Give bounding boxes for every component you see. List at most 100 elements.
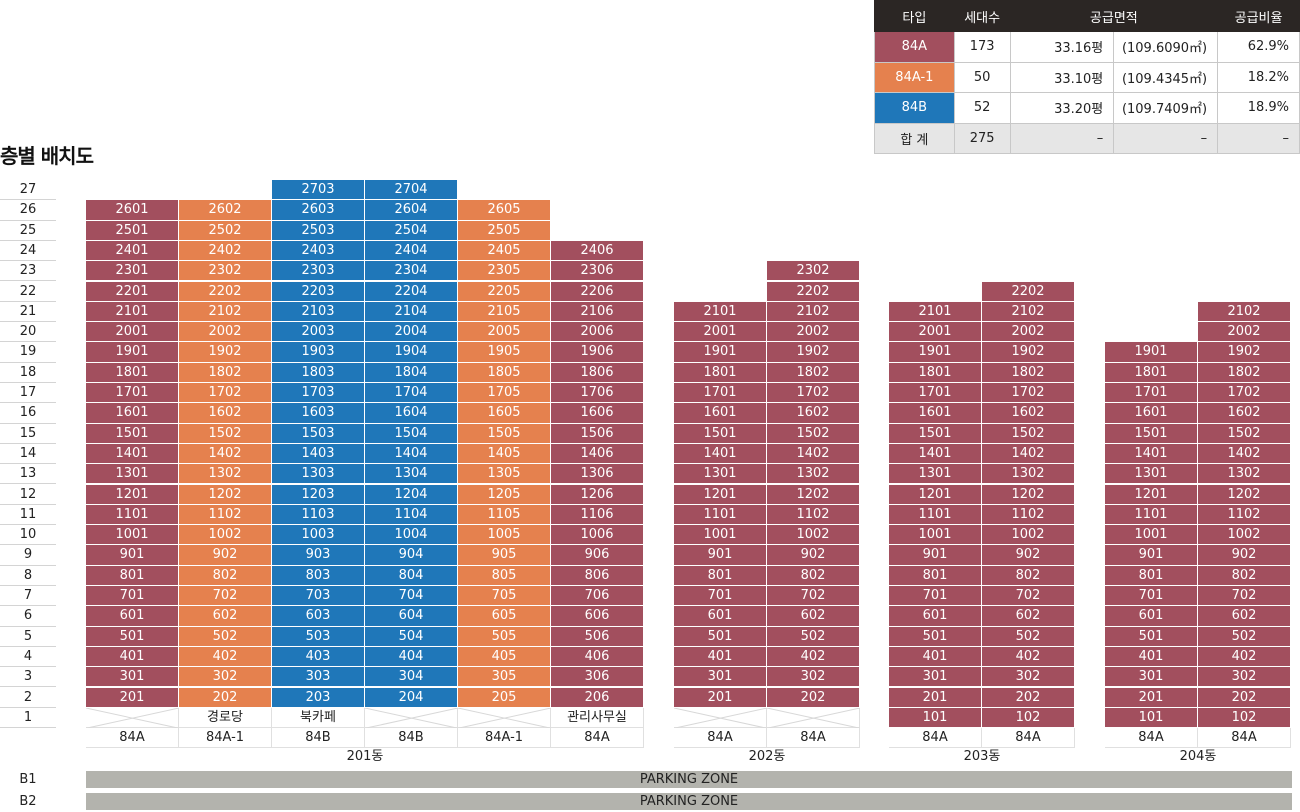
sqm-cell: (109.7409㎡) [1113,92,1219,124]
unit-cell: 604 [365,606,458,627]
unit-cell: 1102 [179,504,272,526]
unit-cell: 701 [674,586,767,607]
unit-cell: 801 [86,565,179,586]
unit-cell: 305 [458,667,551,688]
unit-cell: 301 [889,667,982,688]
unit-cell: 1502 [767,423,860,444]
unit-cell: 502 [982,626,1075,647]
unit-cell: 2006 [551,322,644,343]
floor-label: 3 [0,667,56,688]
unit-cell: 402 [1198,646,1291,668]
unit-cell: 402 [767,646,860,668]
unit-cell: 601 [1105,606,1198,627]
unit-cell: 601 [86,606,179,627]
unit-cell: 1601 [1105,403,1198,424]
unit-cell: 2404 [365,240,458,262]
unit-cell: 1702 [1198,383,1291,404]
unit-cell: 202 [179,687,272,708]
unit-cell: 801 [674,565,767,586]
piloti-cell [674,707,767,729]
page-title: 층별 배치도 [0,144,94,168]
unit-cell: 2102 [179,301,272,323]
unit-cell: 1402 [767,443,860,465]
total-row: 합 계 275 – – – [874,122,1300,154]
unit-cell: 1501 [86,423,179,444]
unit-cell: 1003 [272,525,365,546]
floor-label: 7 [0,586,56,607]
piloti-cross-icon [365,707,458,729]
floor-label: 14 [0,444,56,465]
unit-cell: 1906 [551,342,644,363]
unit-cell: 2202 [767,281,860,302]
unit-cell: 2106 [551,301,644,323]
floor-label: 10 [0,525,56,546]
unit-cell: 1001 [674,525,767,546]
unit-cell: 2004 [365,322,458,343]
unit-cell: 1902 [982,342,1075,363]
unit-cell: 1802 [1198,362,1291,383]
total-pyeong: – [1009,122,1115,154]
unit-cell: 1701 [1105,383,1198,404]
floor-label: 9 [0,545,56,566]
unit-cell: 1304 [365,464,458,485]
type-summary-table: 타입 세대수 공급면적 공급비율 84A 173 33.16평 (109.609… [874,0,1300,154]
unit-cell: 2703 [272,180,365,201]
unit-cell: 1001 [1105,525,1198,546]
unit-cell: 1202 [982,484,1075,505]
piloti-cross-icon [458,707,551,729]
unit-cell: 2003 [272,322,365,343]
unit-cell: 2302 [179,261,272,282]
unit-cell: 1701 [86,383,179,404]
unit-cell: 102 [1198,707,1291,729]
unit-cell: 2402 [179,240,272,262]
unit-cell: 1902 [767,342,860,363]
floor-label: 18 [0,363,56,383]
header-ratio: 공급비율 [1217,0,1300,32]
unit-cell: 905 [458,545,551,566]
unit-cell: 1702 [982,383,1075,404]
sqm-cell: (109.6090㎡) [1113,31,1219,63]
unit-cell: 202 [982,687,1075,708]
unit-cell: 2102 [767,301,860,323]
unit-cell: 802 [179,565,272,586]
unit-cell: 2105 [458,301,551,323]
unit-cell: 1601 [674,403,767,424]
unit-cell: 1605 [458,403,551,424]
unit-cell: 2002 [1198,322,1291,343]
unit-cell: 2206 [551,281,644,302]
unit-cell: 1002 [767,525,860,546]
type-swatch-84a: 84A [874,31,955,63]
unit-cell: 2504 [365,220,458,241]
unit-cell: 601 [889,606,982,627]
unit-cell: 501 [1105,626,1198,647]
unit-cell: 1703 [272,383,365,404]
unit-cell: 301 [1105,667,1198,688]
unit-cell: 2505 [458,220,551,241]
floor-label: 20 [0,322,56,343]
unit-cell: 1705 [458,383,551,404]
unit-cell: 802 [767,565,860,586]
unit-cell: 1501 [1105,423,1198,444]
unit-cell: 101 [889,707,982,729]
unit-cell: 301 [86,667,179,688]
unit-cell: 805 [458,565,551,586]
unit-cell: 1701 [889,383,982,404]
unit-cell: 1105 [458,504,551,526]
total-sqm: – [1113,122,1219,154]
unit-cell: 1503 [272,423,365,444]
floor-label: 16 [0,403,56,424]
unit-cell: 1302 [1198,464,1291,485]
unit-cell: 304 [365,667,458,688]
unit-cell: 405 [458,646,551,668]
column-type-label: 84A [1105,728,1198,749]
unit-cell: 1801 [674,362,767,383]
unit-cell: 1302 [179,464,272,485]
unit-cell: 1406 [551,443,644,465]
unit-cell: 1706 [551,383,644,404]
total-label: 합 계 [874,122,955,154]
unit-cell: 602 [1198,606,1291,627]
unit-cell: 1405 [458,443,551,465]
unit-cell: 2201 [86,281,179,302]
unit-cell: 1102 [1198,504,1291,526]
unit-cell: 1401 [1105,443,1198,465]
